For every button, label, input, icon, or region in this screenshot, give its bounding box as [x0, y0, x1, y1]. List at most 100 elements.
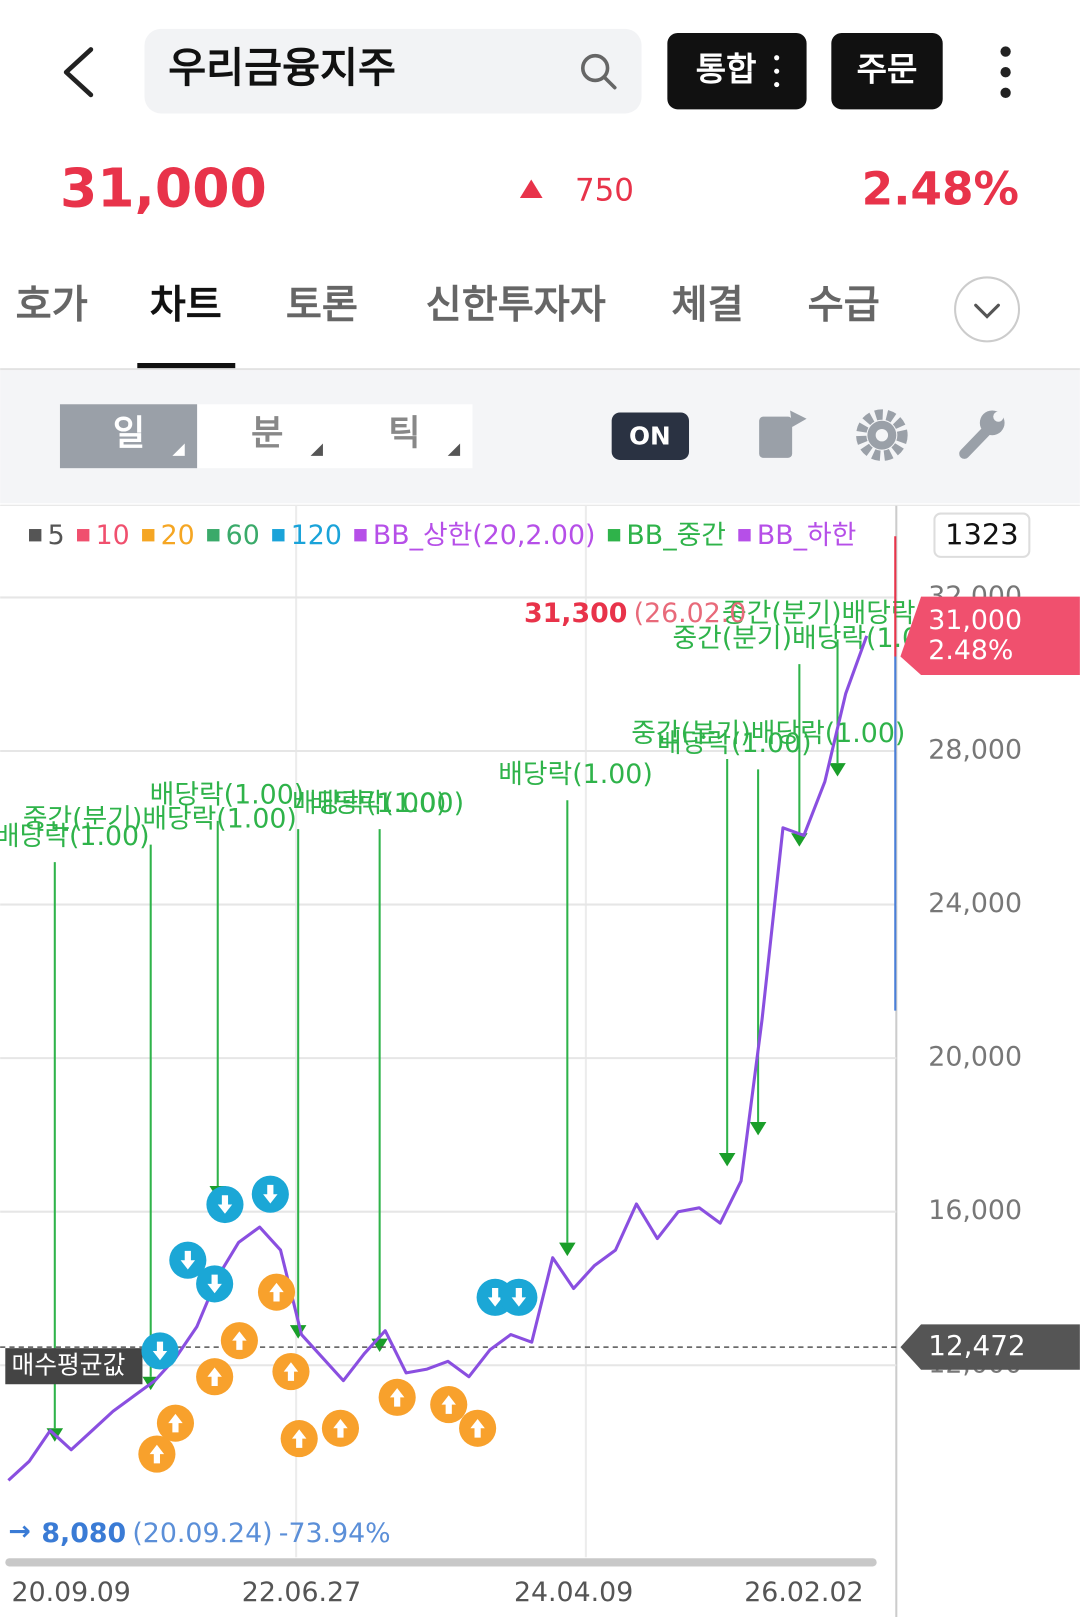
legend-swatch	[738, 529, 751, 542]
annotation-marker	[289, 1325, 307, 1339]
sell-arrow	[207, 1274, 222, 1294]
legend-swatch	[142, 529, 155, 542]
annotation: 중간(분기)배당락(1.00)	[23, 803, 297, 834]
buy-arrow	[441, 1395, 456, 1414]
legend-swatch	[77, 529, 90, 542]
period[interactable]: 분	[251, 413, 283, 454]
period-selected	[59, 404, 198, 469]
legend-label: BB_상한(20,2.00)	[373, 520, 596, 551]
legend-label: 120	[291, 520, 342, 551]
tab-dropdown[interactable]	[954, 276, 1021, 343]
tab-bar: 호가 차트 토론 신한투자자 체결 수급	[16, 283, 880, 328]
annotation: 배당락(1.00)	[292, 788, 447, 819]
current-rate: 2.48%	[928, 635, 1013, 666]
legend-label: 20	[161, 520, 195, 551]
settings-icon[interactable]	[856, 409, 908, 461]
tab[interactable]: 수급	[808, 283, 880, 328]
current-label: 31,000	[928, 605, 1022, 636]
x-tick-label: 20.09.09	[12, 1577, 131, 1608]
period-caret	[447, 443, 461, 456]
annotation: 배당락(1.00)	[498, 759, 653, 790]
min-label: 8,080	[41, 1518, 126, 1549]
buy-arrow	[149, 1444, 165, 1464]
x-tick-label: 24.04.09	[514, 1577, 633, 1608]
tab[interactable]: 신한투자자	[426, 283, 606, 328]
legend-swatch	[29, 529, 42, 542]
annotation-marker	[718, 1152, 736, 1167]
y-tick-label: 16,000	[928, 1195, 1022, 1226]
legend-label: 60	[226, 520, 260, 551]
buy-arrow	[207, 1367, 222, 1386]
sell-arrow	[263, 1184, 278, 1204]
buy-arrow	[389, 1388, 405, 1407]
annotation: 배당락(1.00)	[310, 788, 465, 819]
annotation: 배당락(1.00)	[150, 780, 305, 811]
max-date: (26.02.0	[634, 598, 747, 629]
search-icon[interactable]	[580, 53, 617, 90]
legend-label: BB_중간	[626, 520, 725, 551]
min-arrow: →	[8, 1516, 30, 1547]
count-box	[933, 512, 1031, 558]
y-tick-label: 24,000	[928, 888, 1022, 919]
annotation-marker	[749, 1122, 767, 1136]
annotation: 중간(분기)배당락(1.00)	[631, 718, 905, 749]
average-name: 매수평균값	[11, 1351, 125, 1380]
period[interactable]: 틱	[388, 413, 420, 454]
up-arrow	[519, 179, 543, 198]
tools-icon[interactable]	[959, 410, 1005, 459]
stock-title: 우리금융지주	[168, 44, 396, 92]
y-tick-label: 20,000	[928, 1042, 1022, 1073]
x-tick-label: 26.02.02	[744, 1577, 863, 1608]
period[interactable]: 일	[113, 413, 145, 454]
order-button[interactable]	[831, 33, 943, 110]
annotation: 배당락(1.00)	[0, 821, 150, 852]
tab[interactable]: 차트	[150, 283, 222, 328]
tab[interactable]: 토론	[286, 283, 358, 328]
annotation-marker	[559, 1242, 576, 1257]
count: 1323	[945, 517, 1018, 551]
buy-arrow	[232, 1331, 247, 1350]
sell-arrow	[152, 1341, 168, 1361]
buy-arrow	[291, 1429, 307, 1448]
average-label: 12,472	[928, 1329, 1025, 1362]
buy-arrow	[269, 1282, 284, 1302]
scrollbar[interactable]	[5, 1558, 877, 1567]
buy-arrow	[333, 1419, 348, 1438]
change: 750	[575, 172, 634, 208]
integrated-button[interactable]	[667, 33, 807, 110]
search-box[interactable]	[144, 28, 642, 114]
toggle[interactable]	[611, 412, 690, 460]
chart: 12,00016,00020,00024,00028,00032,0005102…	[0, 504, 1080, 1617]
buy-arrow	[168, 1413, 183, 1433]
toggle-label: ON	[629, 421, 671, 450]
period-caret	[310, 443, 323, 456]
min-date: (20.09.24)	[132, 1518, 272, 1549]
buy-arrow	[470, 1419, 485, 1438]
legend-swatch	[354, 529, 367, 542]
price: 31,000	[60, 156, 267, 219]
legend-label: 10	[96, 520, 130, 551]
legend-swatch	[607, 529, 621, 542]
legend-label: 5	[48, 520, 65, 551]
sell-arrow	[487, 1288, 503, 1307]
tab[interactable]: 호가	[16, 283, 88, 328]
annotation-marker	[829, 763, 846, 777]
sell-arrow	[180, 1250, 196, 1270]
back-button[interactable]	[63, 47, 94, 98]
average-name-box	[5, 1348, 143, 1385]
button-label: 주문	[857, 50, 918, 89]
rotate-icon[interactable]	[759, 410, 807, 458]
sell-arrow	[511, 1288, 527, 1307]
x-tick-label: 22.06.27	[242, 1577, 361, 1608]
sell-arrow	[217, 1195, 233, 1214]
price-line	[7, 635, 869, 1482]
max-label: 31,300	[524, 598, 627, 629]
more-menu[interactable]	[1000, 46, 1011, 98]
average-tag	[900, 1324, 1080, 1370]
button-dots	[774, 55, 780, 88]
change-rate: 2.48%	[862, 162, 1019, 215]
tab[interactable]: 체결	[672, 283, 744, 328]
legend-swatch	[272, 529, 285, 542]
